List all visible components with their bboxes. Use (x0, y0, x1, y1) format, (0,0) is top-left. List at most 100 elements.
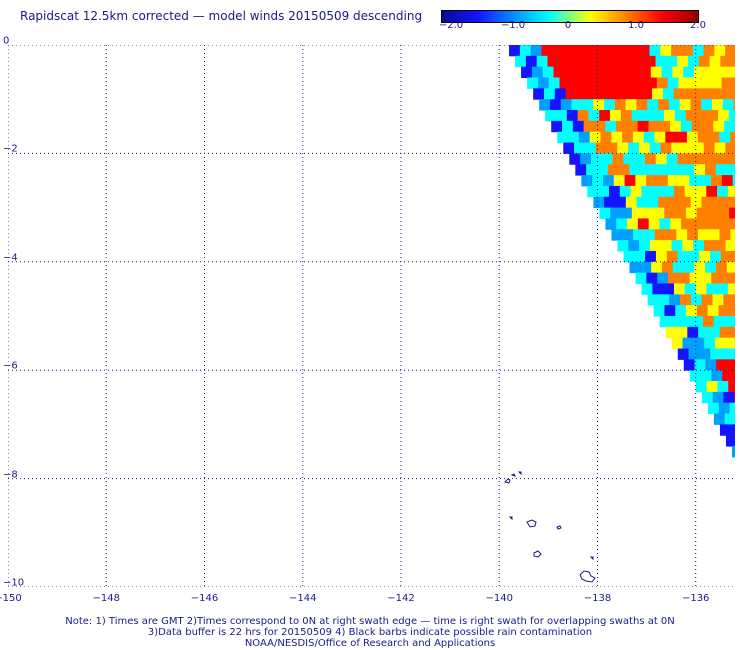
swath-cell (680, 294, 692, 306)
swath-cell (711, 175, 723, 187)
swath-cell (667, 77, 679, 89)
swath-cell (654, 131, 666, 144)
swath-cell (633, 55, 646, 68)
swath-cell (660, 142, 672, 154)
swath-cell (530, 45, 542, 57)
swath-cell (537, 77, 550, 89)
swath-cell (569, 55, 581, 68)
swath-cell (627, 218, 639, 230)
island-outline (504, 478, 511, 484)
swath-cell (704, 66, 717, 79)
swath-cell (575, 66, 587, 79)
colorbar-label: 2.0 (690, 20, 706, 31)
swath-cell (545, 110, 557, 122)
swath-cell (644, 153, 657, 165)
swath-cell (674, 110, 687, 122)
swath-cell (705, 164, 717, 176)
swath-cell (723, 391, 735, 404)
swath-cell (611, 229, 623, 241)
swath-cell (723, 294, 735, 306)
swath-cell (701, 391, 714, 404)
swath-cell (642, 110, 654, 122)
swath-cell (509, 45, 521, 57)
swath-cell (673, 88, 685, 100)
swath-cell (698, 326, 710, 339)
swath-cell (696, 305, 709, 317)
y-tick-label: −2 (3, 143, 18, 155)
swath-cell (624, 175, 636, 187)
swath-cell (695, 283, 707, 295)
x-tick-label: −140 (485, 593, 513, 604)
swath-cell (617, 45, 629, 57)
swath-cell (630, 185, 642, 198)
swath-cell (531, 66, 544, 79)
swath-cell (731, 348, 735, 360)
swath-cell (727, 185, 735, 198)
swath-cell (633, 229, 645, 241)
swath-cell (670, 120, 682, 133)
swath-cell (717, 381, 729, 393)
swath-cell (593, 99, 605, 111)
swath-cell (670, 218, 682, 230)
swath-cell (659, 316, 671, 328)
swath-cell (636, 99, 648, 111)
swath-cell (695, 185, 707, 198)
swath-cell (542, 66, 555, 79)
swath-cell (568, 131, 580, 144)
swath-cell (686, 305, 698, 317)
swath-cell (733, 99, 735, 111)
swath-cell (734, 391, 735, 404)
swath-cell (688, 250, 700, 263)
swath-cell (649, 142, 662, 154)
swath-cell (519, 45, 532, 57)
footnote-line: 3)Data buffer is 22 hrs for 20150509 4) … (147, 627, 593, 638)
swath-cell (575, 164, 587, 176)
swath-cell (601, 55, 613, 68)
swath-cell (720, 55, 732, 68)
map-title: Rapidscat 12.5km corrected — model winds… (20, 9, 423, 23)
island-outline (589, 556, 594, 561)
swath-cell (689, 77, 701, 89)
swath-cell (619, 185, 632, 198)
swath-cell (605, 120, 617, 133)
swath-cell (672, 164, 684, 176)
footnote-line: Note: 1) Times are GMT 2)Times correspon… (65, 616, 675, 627)
colorbar-label: −2.0 (438, 20, 464, 31)
swath-cell (653, 305, 665, 317)
swath-cell (684, 185, 696, 198)
swath-cell (595, 142, 607, 154)
swath-cell (725, 240, 735, 252)
swath-cell (602, 175, 615, 187)
swath-cell (622, 229, 634, 241)
swath-cell (632, 131, 645, 144)
island-outline (526, 519, 537, 528)
swath-cell (699, 250, 711, 263)
swath-cell (548, 77, 561, 89)
swath-cell (556, 110, 568, 122)
swath-cell (613, 77, 625, 89)
swath-cell (729, 305, 735, 317)
swath-cell (664, 110, 676, 122)
swath-cell (527, 77, 539, 89)
swath-cell (670, 316, 682, 328)
swath-cell (724, 316, 735, 328)
swath-cell (521, 66, 533, 79)
swath-cell (693, 66, 706, 79)
swath-cell (611, 131, 623, 144)
swath-cell (607, 66, 619, 79)
swath-cell (730, 131, 735, 144)
swath-cell (691, 120, 704, 133)
swath-cell (709, 250, 722, 263)
swath-cell (579, 55, 592, 68)
swath-cell (666, 250, 679, 263)
swath-cell (618, 66, 630, 79)
y-tick-label: −8 (3, 469, 18, 481)
swath-cell (721, 175, 734, 187)
swath-cell (676, 326, 688, 339)
swath-cell (701, 196, 713, 209)
x-tick-label: −150 (0, 593, 22, 604)
swath-cell (565, 88, 577, 100)
swath-cell (687, 55, 700, 68)
swath-cell (681, 45, 694, 57)
swath-cell (645, 250, 657, 263)
